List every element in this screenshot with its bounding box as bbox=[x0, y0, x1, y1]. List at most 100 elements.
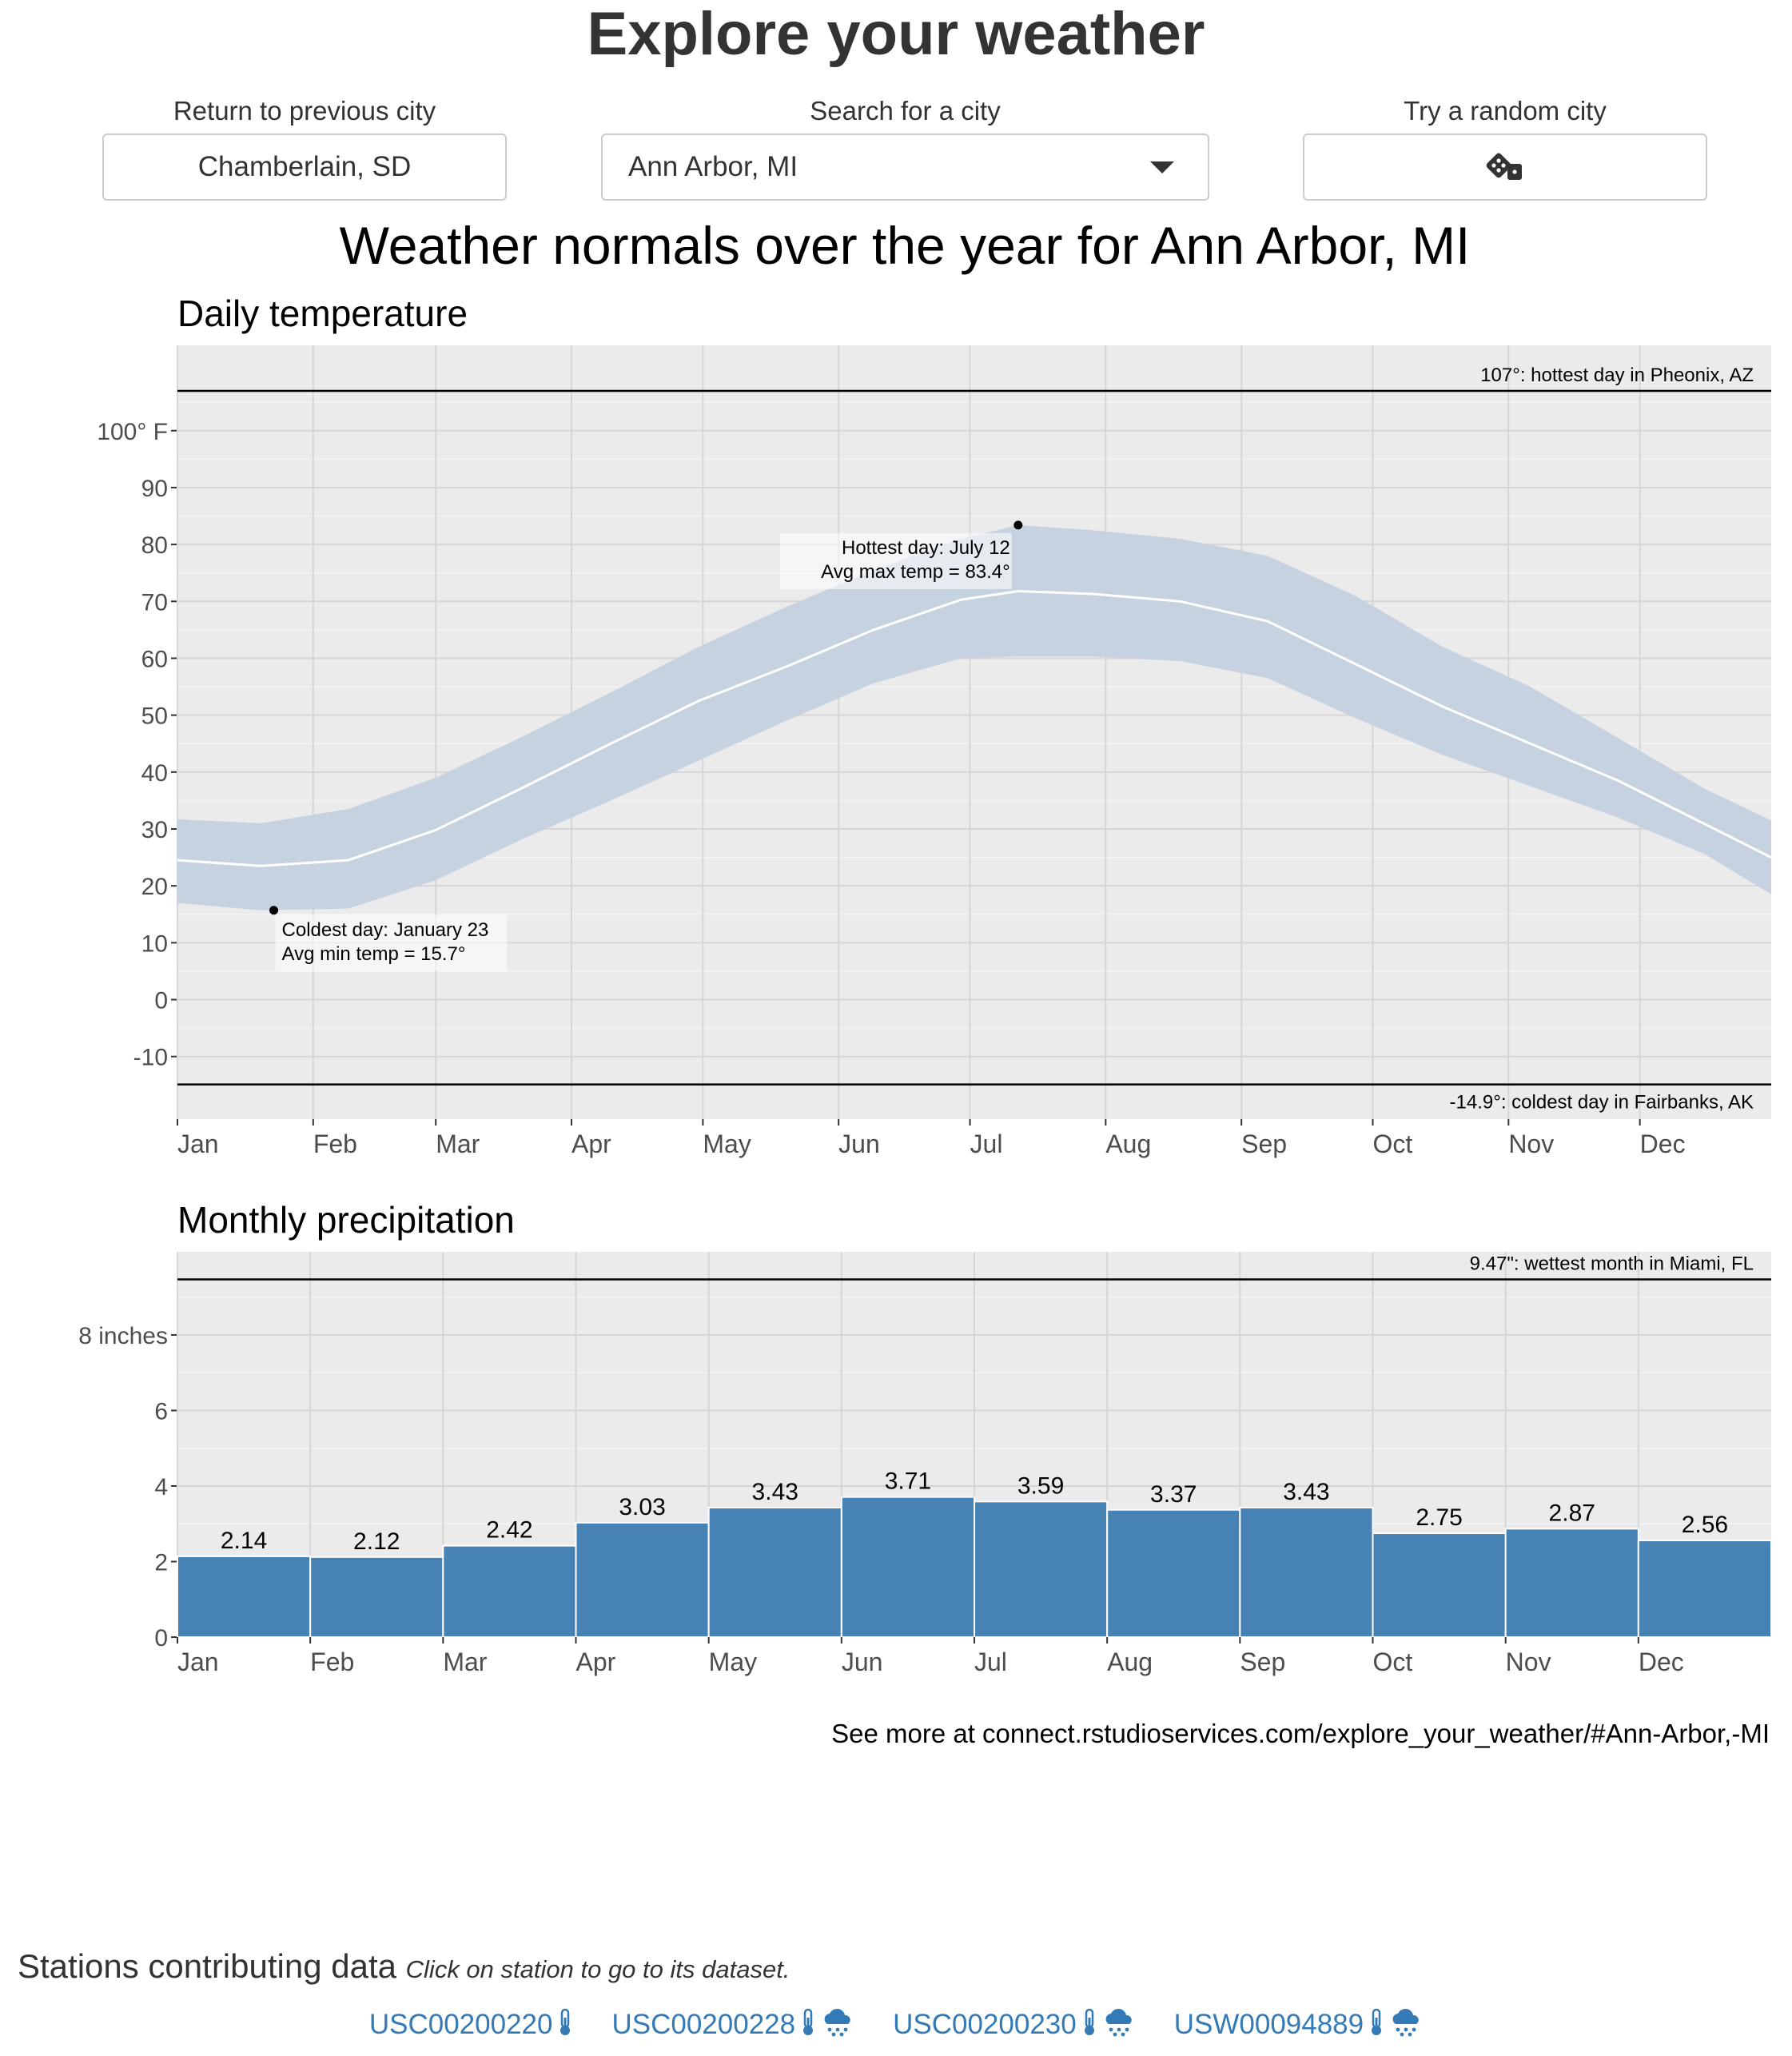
y-tick-label: 90 bbox=[141, 476, 168, 502]
x-tick-label: May bbox=[709, 1648, 757, 1676]
y-tick-label: 40 bbox=[141, 760, 168, 787]
y-tick-label: 80 bbox=[141, 532, 168, 559]
y-tick-label: 100° F bbox=[97, 419, 168, 445]
thermometer-icon bbox=[1084, 2008, 1094, 2035]
annotation-text: Hottest day: July 12 bbox=[842, 537, 1010, 559]
x-tick-label: Feb bbox=[313, 1130, 357, 1158]
annotation-point bbox=[1013, 520, 1023, 530]
x-tick-label: May bbox=[703, 1130, 751, 1158]
y-tick-label: 2 bbox=[154, 1549, 168, 1576]
x-tick-label: Aug bbox=[1107, 1648, 1153, 1676]
precipitation-chart-title: Monthly precipitation bbox=[177, 1199, 515, 1241]
reference-line-label: 9.47": wettest month in Miami, FL bbox=[1470, 1253, 1754, 1274]
temperature-range-band bbox=[177, 524, 1771, 910]
selected-city: Ann Arbor, MI bbox=[628, 151, 798, 182]
bar-value-label: 2.87 bbox=[1549, 1500, 1595, 1526]
plot-title: Weather normals over the year for Ann Ar… bbox=[340, 216, 1471, 275]
precipitation-bar bbox=[442, 1544, 577, 1639]
x-tick-label: Mar bbox=[443, 1648, 487, 1676]
annotation-text: Avg max temp = 83.4° bbox=[821, 561, 1010, 583]
stations-title: Stations contributing data bbox=[18, 1947, 396, 1985]
y-tick-label: 30 bbox=[141, 817, 168, 843]
annotation-point bbox=[269, 906, 279, 915]
bar-value-label: 3.37 bbox=[1150, 1481, 1197, 1508]
x-tick-label: Jan bbox=[177, 1648, 219, 1676]
y-tick-label: -10 bbox=[133, 1045, 168, 1071]
y-tick-label: 70 bbox=[141, 589, 168, 616]
annotation-text: Avg min temp = 15.7° bbox=[282, 943, 466, 965]
search-city-label: Search for a city bbox=[810, 96, 1001, 126]
x-tick-label: Oct bbox=[1373, 1648, 1413, 1676]
station-link[interactable]: USC00200230 bbox=[893, 2008, 1136, 2040]
precipitation-bar bbox=[309, 1556, 444, 1638]
y-tick-label: 0 bbox=[154, 988, 168, 1014]
stations-list: USC00200220 USC00200228 USC00200230 USW0009… bbox=[0, 2008, 1792, 2041]
search-city-select[interactable]: Ann Arbor, MI bbox=[601, 133, 1209, 201]
bar-value-label: 2.56 bbox=[1682, 1512, 1728, 1538]
random-city-label: Try a random city bbox=[1404, 96, 1607, 126]
weather-plot: Weather normals over the year for Ann Ar… bbox=[78, 216, 1772, 1748]
station-link[interactable]: USC00200220 bbox=[368, 2008, 574, 2040]
precipitation-bar bbox=[575, 1521, 710, 1638]
bar-value-label: 3.43 bbox=[752, 1479, 798, 1505]
bar-value-label: 2.75 bbox=[1416, 1504, 1462, 1531]
stations-hint: Click on station to go to its dataset. bbox=[405, 1955, 790, 1983]
rain-cloud-icon bbox=[1392, 2008, 1419, 2037]
app-title: Explore your weather bbox=[587, 0, 1205, 68]
x-tick-label: Sep bbox=[1240, 1648, 1285, 1676]
thermometer-icon bbox=[1372, 2008, 1382, 2035]
station-link[interactable]: USC00200228 bbox=[611, 2008, 854, 2040]
y-tick-label: 0 bbox=[154, 1625, 168, 1652]
reference-line-label: 107°: hottest day in Pheonix, AZ bbox=[1480, 365, 1754, 386]
precipitation-bar bbox=[1106, 1508, 1241, 1638]
station-id: USC00200228 bbox=[611, 2009, 796, 2040]
bar-value-label: 3.71 bbox=[885, 1468, 931, 1495]
precipitation-bar bbox=[177, 1555, 312, 1638]
precipitation-bar bbox=[840, 1496, 976, 1639]
bar-value-label: 3.43 bbox=[1283, 1479, 1329, 1505]
x-tick-label: Jul bbox=[974, 1648, 1007, 1676]
station-link[interactable]: USW00094889 bbox=[1174, 2008, 1423, 2040]
bar-value-label: 3.03 bbox=[619, 1494, 665, 1520]
x-tick-label: Sep bbox=[1241, 1130, 1287, 1158]
temperature-chart-title: Daily temperature bbox=[177, 293, 468, 334]
precipitation-bar bbox=[1637, 1540, 1772, 1639]
x-tick-label: Apr bbox=[576, 1648, 616, 1676]
dice-icon bbox=[1486, 153, 1522, 180]
y-tick-label: 50 bbox=[141, 703, 168, 730]
station-id: USC00200220 bbox=[368, 2009, 553, 2040]
see-more-text: See more at connect.rstudioservices.com/… bbox=[831, 1719, 1770, 1748]
bar-value-label: 2.12 bbox=[353, 1528, 400, 1555]
x-tick-label: Jul bbox=[970, 1130, 1003, 1158]
annotation-box bbox=[275, 914, 508, 971]
y-tick-label: 4 bbox=[154, 1474, 168, 1500]
reference-line-label: -14.9°: coldest day in Fairbanks, AK bbox=[1450, 1092, 1754, 1114]
annotation-text: Coldest day: January 23 bbox=[282, 919, 489, 941]
precipitation-bar bbox=[1239, 1506, 1374, 1638]
precipitation-bar bbox=[1504, 1528, 1639, 1638]
x-tick-label: Jan bbox=[177, 1130, 219, 1158]
y-tick-label: 10 bbox=[141, 930, 168, 957]
caret-down-icon bbox=[1150, 161, 1174, 173]
random-city-button[interactable] bbox=[1303, 133, 1707, 201]
x-tick-label: Apr bbox=[571, 1130, 611, 1158]
average-temperature-line bbox=[177, 589, 1772, 867]
thermometer-icon bbox=[803, 2008, 814, 2035]
precipitation-bar bbox=[1372, 1532, 1507, 1639]
previous-city-button[interactable]: Chamberlain, SD bbox=[102, 133, 507, 201]
temperature-chart: Daily temperature 100° F 90 80 70 60 50 40 30 20 1… bbox=[97, 293, 1772, 1158]
x-tick-label: Dec bbox=[1640, 1130, 1686, 1158]
y-tick-label: 8 inches bbox=[78, 1323, 168, 1349]
y-tick-label: 20 bbox=[141, 874, 168, 900]
x-tick-label: Nov bbox=[1508, 1130, 1554, 1158]
x-tick-label: Oct bbox=[1373, 1130, 1413, 1158]
y-tick-label: 60 bbox=[141, 646, 168, 672]
thermometer-icon bbox=[560, 2008, 571, 2035]
x-tick-label: Nov bbox=[1506, 1648, 1551, 1676]
x-tick-label: Jun bbox=[842, 1648, 883, 1676]
rain-cloud-icon bbox=[1105, 2008, 1132, 2037]
precipitation-bar bbox=[974, 1500, 1109, 1638]
x-tick-label: Aug bbox=[1105, 1130, 1151, 1158]
x-tick-label: Mar bbox=[436, 1130, 480, 1158]
x-tick-label: Dec bbox=[1639, 1648, 1684, 1676]
